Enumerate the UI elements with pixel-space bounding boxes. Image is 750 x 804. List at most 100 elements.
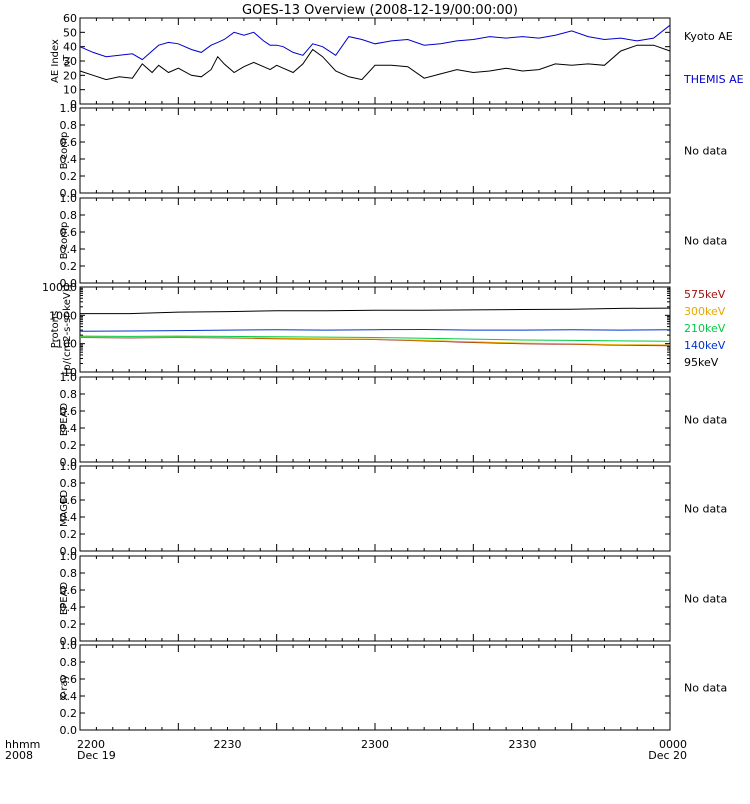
- y-tick-label: 0.8: [60, 656, 78, 669]
- y-tick-label: 0.6: [60, 673, 78, 686]
- legend-210kev: 210keV: [684, 322, 726, 335]
- legend-themis-ae: THEMIS AE: [683, 73, 744, 86]
- y-tick-label: 0.8: [60, 119, 78, 132]
- no-data-status: No data: [684, 682, 727, 695]
- panel-frame: [79, 376, 671, 463]
- y-axis-label: EPEAD: [59, 403, 70, 437]
- y-tick-label: 0: [70, 98, 77, 111]
- y-tick-label: 0.0: [60, 724, 78, 737]
- panel-frame: [79, 555, 671, 642]
- y-tick-label: 0.4: [60, 243, 78, 256]
- panel-frame: [79, 465, 671, 552]
- panel-3: [79, 197, 671, 284]
- y-tick-label: 10: [63, 84, 77, 97]
- panel-2: [79, 107, 671, 194]
- y-axis-label: MAGED: [59, 490, 70, 527]
- time-tick-date: Dec 19: [77, 749, 116, 762]
- y-axis-label: AE Index: [50, 39, 61, 83]
- panel-6: [79, 465, 671, 552]
- no-data-status: No data: [684, 414, 727, 427]
- legend-95kev: 95keV: [684, 356, 719, 369]
- no-data-status: No data: [684, 593, 727, 606]
- y-tick-label: 0.4: [60, 511, 78, 524]
- y-tick-label: 0.0: [60, 545, 78, 558]
- y-tick-label: 1000: [49, 309, 77, 322]
- y-tick-label: 40: [63, 41, 77, 54]
- y-tick-label: 0.4: [60, 690, 78, 703]
- time-tick-date: Dec 20: [648, 749, 687, 762]
- y-tick-label: 0.2: [60, 528, 78, 541]
- no-data-status: No data: [684, 145, 727, 158]
- y-tick-label: 60: [63, 12, 77, 25]
- y-axis-label: Protons: [50, 311, 61, 348]
- panel-5: [79, 376, 671, 463]
- y-tick-label: 0.6: [60, 405, 78, 418]
- time-tick-label: 2200: [77, 738, 105, 751]
- y-axis-label: X-ray: [59, 674, 70, 700]
- y-tick-label: 0.8: [60, 567, 78, 580]
- y-tick-label: 1.0: [60, 371, 78, 384]
- y-tick-label: 0.4: [60, 601, 78, 614]
- panel-7: [79, 555, 671, 642]
- y-tick-label: 0.2: [60, 170, 78, 183]
- chart-title: GOES-13 Overview (2008-12-19/00:00:00): [242, 3, 518, 18]
- panel-1: [79, 17, 671, 105]
- legend-575kev: 575keV: [684, 288, 726, 301]
- y-tick-label: 0.8: [60, 477, 78, 490]
- no-data-status: No data: [684, 235, 727, 248]
- y-tick-label: 100: [56, 338, 77, 351]
- y-tick-label: 1.0: [60, 102, 78, 115]
- time-tick-label: 2230: [214, 738, 242, 751]
- y-tick-label: 10: [63, 366, 77, 379]
- y-tick-label: 0.6: [60, 136, 78, 149]
- y-axis-label: B comp: [59, 132, 70, 170]
- time-tick-label: 2330: [509, 738, 537, 751]
- panel-frame: [79, 197, 671, 284]
- series-line-140kev: [79, 328, 671, 332]
- y-tick-label: 0.0: [60, 187, 78, 200]
- no-data-status: No data: [684, 503, 727, 516]
- y-tick-label: 0.0: [60, 456, 78, 469]
- y-tick-label: 50: [63, 26, 77, 39]
- y-tick-label: 20: [63, 69, 77, 82]
- y-tick-label: 0.6: [60, 226, 78, 239]
- time-tick-label: 0000: [659, 738, 687, 751]
- y-tick-label: 1.0: [60, 192, 78, 205]
- y-tick-label: 0.6: [60, 494, 78, 507]
- y-tick-label: 1.0: [60, 550, 78, 563]
- series-line-300kev: [79, 336, 671, 346]
- y-tick-label: 0.2: [60, 707, 78, 720]
- time-axis-row1-label: hhmm: [5, 738, 40, 751]
- y-tick-label: 0.0: [60, 635, 78, 648]
- panel-frame: [79, 644, 671, 731]
- y-axis-label: B comp: [59, 222, 70, 260]
- y-tick-label: 30: [63, 55, 77, 68]
- y-tick-label: 1.0: [60, 460, 78, 473]
- series-line-kyoto-ae: [79, 44, 671, 81]
- time-tick-label: 2300: [361, 738, 389, 751]
- time-axis-row2-label: 2008: [5, 749, 33, 762]
- legend-kyoto-ae: Kyoto AE: [684, 30, 733, 43]
- y-tick-label: 0.2: [60, 618, 78, 631]
- y-tick-label: 0.6: [60, 584, 78, 597]
- legend-300kev: 300keV: [684, 305, 726, 318]
- y-tick-label: 0.8: [60, 388, 78, 401]
- y-tick-label: 0.0: [60, 277, 78, 290]
- y-axis-label: EPEAD: [59, 582, 70, 616]
- y-axis-label: [p/(cm2-s-sr-keV)]: [62, 284, 73, 374]
- panel-frame: [79, 17, 671, 105]
- legend-140kev: 140keV: [684, 339, 726, 352]
- series-line-95kev: [80, 307, 671, 315]
- panel-frame: [79, 107, 671, 194]
- y-axis-label: nT: [62, 54, 73, 67]
- panel-4: [79, 286, 671, 373]
- y-tick-label: 0.4: [60, 422, 78, 435]
- y-tick-label: 0.2: [60, 439, 78, 452]
- y-tick-label: 0.4: [60, 153, 78, 166]
- y-tick-label: 0.2: [60, 260, 78, 273]
- panel-8: [79, 644, 671, 731]
- y-tick-label: 10000: [42, 281, 77, 294]
- y-tick-label: 0.8: [60, 209, 78, 222]
